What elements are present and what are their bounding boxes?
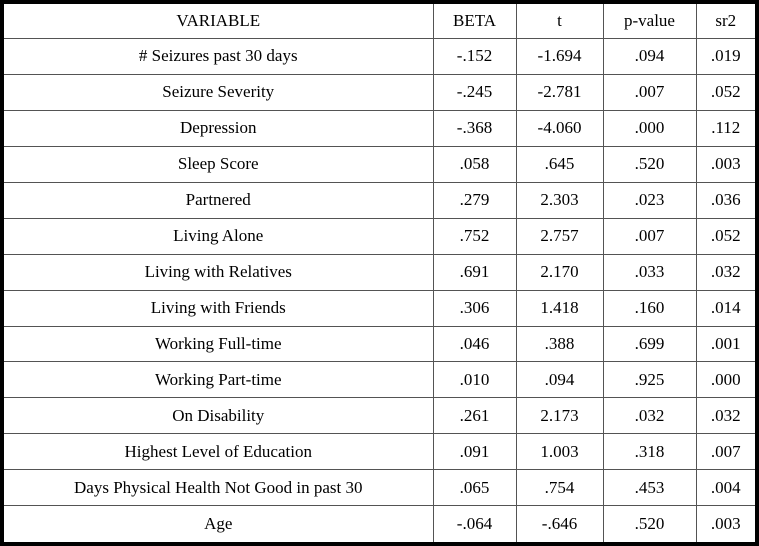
table-header: VARIABLE BETA t p-value sr2 [1, 1, 758, 39]
cell-p-value: .023 [602, 181, 697, 219]
table-row: Age -.064 -.646 .520 .003 [1, 505, 758, 545]
cell-beta: .058 [432, 145, 517, 183]
cell-beta: .010 [432, 361, 517, 399]
cell-t: -4.060 [515, 109, 604, 147]
cell-sr2: .019 [695, 38, 758, 75]
cell-beta: -.245 [432, 73, 517, 111]
cell-beta: -.152 [432, 38, 517, 75]
cell-variable: Living Alone [1, 217, 434, 255]
cell-t: 1.418 [515, 289, 604, 327]
table-row: # Seizures past 30 days -.152 -1.694 .09… [1, 38, 758, 75]
cell-p-value: .699 [602, 325, 697, 363]
column-header-p-value: p-value [602, 1, 697, 39]
cell-p-value: .000 [602, 109, 697, 147]
cell-sr2: .007 [695, 433, 758, 471]
cell-sr2: .052 [695, 217, 758, 255]
column-header-variable: VARIABLE [1, 1, 434, 39]
cell-t: .645 [515, 145, 604, 183]
cell-beta: .691 [432, 253, 517, 291]
table-row: Living Alone .752 2.757 .007 .052 [1, 217, 758, 255]
cell-variable: Living with Friends [1, 289, 434, 327]
cell-variable: Working Part-time [1, 361, 434, 399]
cell-t: 2.170 [515, 253, 604, 291]
cell-variable: # Seizures past 30 days [1, 38, 434, 75]
table-row: Living with Relatives .691 2.170 .033 .0… [1, 253, 758, 291]
cell-variable: Age [1, 505, 434, 545]
cell-beta: .306 [432, 289, 517, 327]
table-row: Depression -.368 -4.060 .000 .112 [1, 109, 758, 147]
column-header-beta: BETA [432, 1, 517, 39]
column-header-sr2: sr2 [695, 1, 758, 39]
cell-sr2: .112 [695, 109, 758, 147]
cell-variable: Depression [1, 109, 434, 147]
cell-sr2: .003 [695, 145, 758, 183]
cell-p-value: .318 [602, 433, 697, 471]
cell-variable: On Disability [1, 397, 434, 435]
cell-p-value: .520 [602, 145, 697, 183]
cell-t: .754 [515, 469, 604, 507]
cell-variable: Living with Relatives [1, 253, 434, 291]
table-row: Working Full-time .046 .388 .699 .001 [1, 325, 758, 363]
cell-variable: Days Physical Health Not Good in past 30 [1, 469, 434, 507]
cell-sr2: .032 [695, 397, 758, 435]
cell-beta: -.064 [432, 505, 517, 545]
header-row: VARIABLE BETA t p-value sr2 [1, 1, 758, 39]
cell-beta: .261 [432, 397, 517, 435]
cell-beta: -.368 [432, 109, 517, 147]
cell-variable: Highest Level of Education [1, 433, 434, 471]
cell-p-value: .007 [602, 73, 697, 111]
cell-p-value: .007 [602, 217, 697, 255]
table-row: Sleep Score .058 .645 .520 .003 [1, 145, 758, 183]
cell-t: -1.694 [515, 38, 604, 75]
column-header-t: t [515, 1, 604, 39]
cell-variable: Seizure Severity [1, 73, 434, 111]
cell-p-value: .094 [602, 38, 697, 75]
cell-t: -.646 [515, 505, 604, 545]
table-row: Highest Level of Education .091 1.003 .3… [1, 433, 758, 471]
table-row: On Disability .261 2.173 .032 .032 [1, 397, 758, 435]
cell-t: -2.781 [515, 73, 604, 111]
cell-p-value: .925 [602, 361, 697, 399]
cell-beta: .752 [432, 217, 517, 255]
cell-p-value: .453 [602, 469, 697, 507]
cell-t: 2.303 [515, 181, 604, 219]
cell-p-value: .032 [602, 397, 697, 435]
cell-sr2: .001 [695, 325, 758, 363]
cell-p-value: .160 [602, 289, 697, 327]
cell-variable: Working Full-time [1, 325, 434, 363]
cell-variable: Partnered [1, 181, 434, 219]
cell-t: 2.173 [515, 397, 604, 435]
cell-p-value: .520 [602, 505, 697, 545]
cell-t: 2.757 [515, 217, 604, 255]
cell-t: .094 [515, 361, 604, 399]
cell-sr2: .036 [695, 181, 758, 219]
table-row: Days Physical Health Not Good in past 30… [1, 469, 758, 507]
cell-sr2: .032 [695, 253, 758, 291]
cell-beta: .279 [432, 181, 517, 219]
cell-sr2: .004 [695, 469, 758, 507]
cell-beta: .065 [432, 469, 517, 507]
cell-t: 1.003 [515, 433, 604, 471]
cell-t: .388 [515, 325, 604, 363]
cell-variable: Sleep Score [1, 145, 434, 183]
table-row: Living with Friends .306 1.418 .160 .014 [1, 289, 758, 327]
cell-sr2: .003 [695, 505, 758, 545]
table-row: Partnered .279 2.303 .023 .036 [1, 181, 758, 219]
table-row: Seizure Severity -.245 -2.781 .007 .052 [1, 73, 758, 111]
cell-sr2: .052 [695, 73, 758, 111]
cell-sr2: .000 [695, 361, 758, 399]
cell-sr2: .014 [695, 289, 758, 327]
table-body: # Seizures past 30 days -.152 -1.694 .09… [1, 38, 758, 545]
cell-beta: .046 [432, 325, 517, 363]
table-row: Working Part-time .010 .094 .925 .000 [1, 361, 758, 399]
cell-beta: .091 [432, 433, 517, 471]
cell-p-value: .033 [602, 253, 697, 291]
